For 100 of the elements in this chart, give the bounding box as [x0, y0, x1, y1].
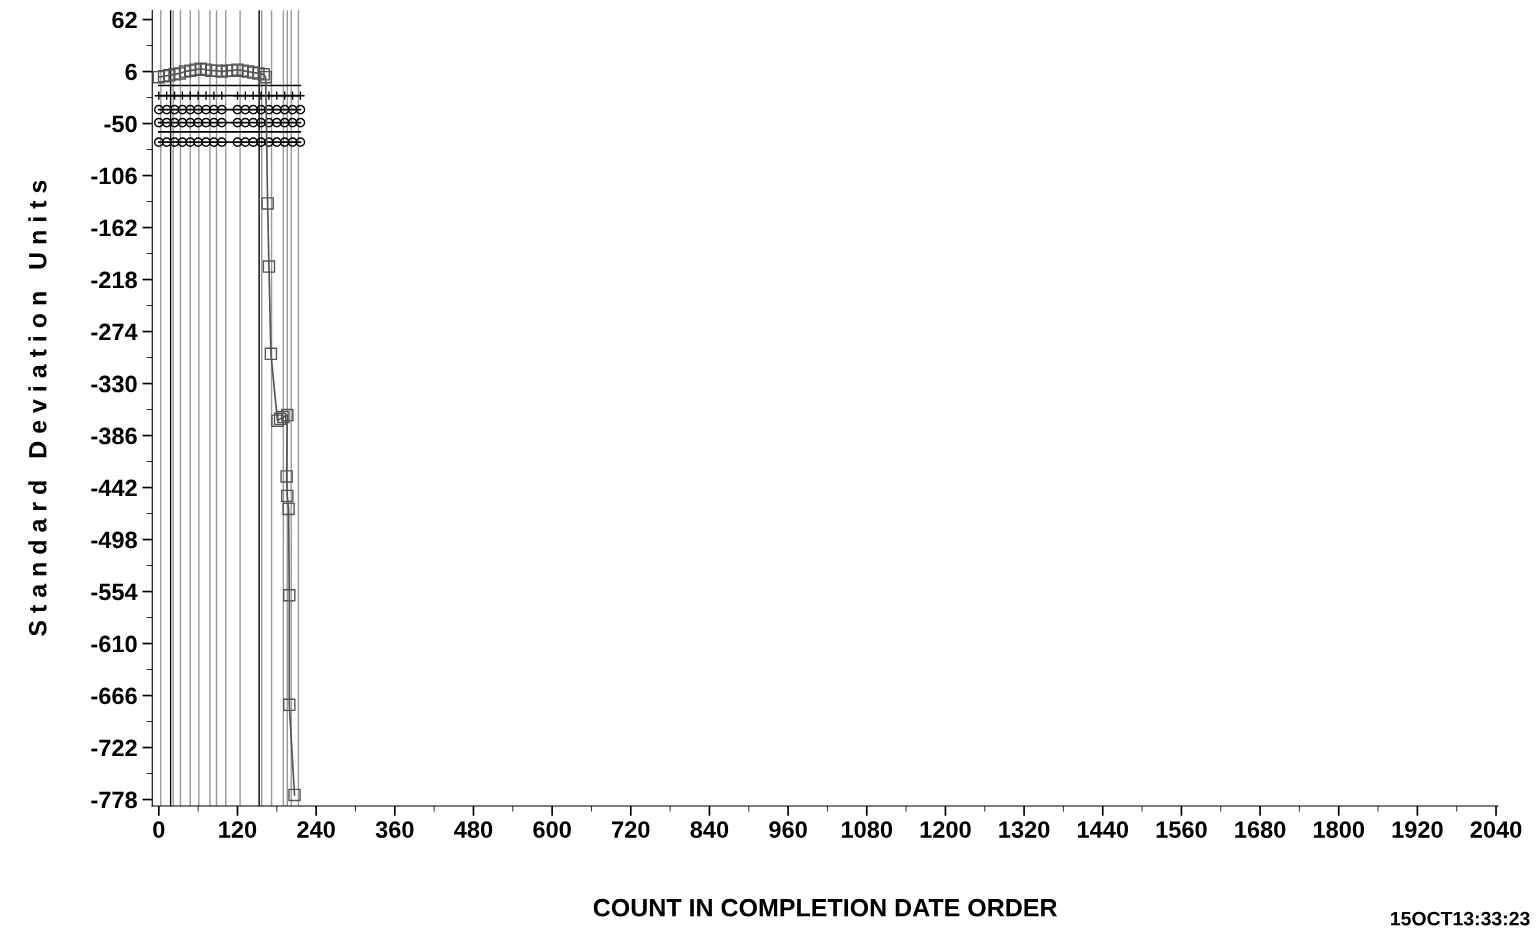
x-tick-label: 2040	[1470, 821, 1522, 838]
point	[199, 63, 213, 76]
point	[185, 104, 196, 115]
point	[295, 104, 306, 115]
point	[262, 260, 276, 273]
x-tick-label: 120	[219, 821, 257, 838]
point	[246, 66, 260, 79]
point	[161, 137, 172, 147]
point	[287, 104, 298, 115]
point	[193, 104, 204, 115]
y-tick-label: -610	[91, 635, 137, 653]
point	[161, 117, 172, 128]
point	[271, 104, 282, 115]
point	[194, 62, 208, 76]
point	[256, 117, 266, 128]
point	[161, 104, 172, 115]
x-tick-label: 1440	[1077, 821, 1129, 838]
point	[201, 104, 211, 115]
y-tick-label: -778	[91, 791, 137, 809]
x-axis-title: COUNT IN COMPLETION DATE ORDER	[593, 898, 1058, 917]
x-tick-label: 1320	[999, 821, 1050, 838]
point	[241, 65, 255, 78]
y-tick-label: -666	[91, 687, 137, 705]
x-tick-label: 1080	[841, 821, 893, 838]
point	[240, 137, 251, 147]
point	[271, 117, 282, 128]
point	[201, 117, 211, 128]
point	[282, 502, 295, 516]
x-tick-label: 720	[612, 821, 650, 838]
point	[152, 70, 166, 84]
point	[261, 197, 274, 210]
point	[184, 64, 197, 77]
point	[232, 117, 243, 128]
point	[169, 137, 180, 147]
y-tick-label: 6	[125, 63, 137, 81]
y-tick-label: -498	[91, 531, 137, 549]
x-tick-label: 0	[153, 821, 165, 838]
point	[231, 63, 244, 76]
point	[185, 117, 196, 128]
x-tick-label: 600	[533, 821, 571, 838]
point	[185, 137, 196, 147]
point	[264, 117, 274, 128]
y-tick-label: -274	[91, 323, 138, 341]
y-tick-label: 62	[112, 11, 137, 29]
point	[153, 137, 164, 147]
point	[281, 489, 294, 503]
point	[256, 137, 266, 147]
point	[240, 104, 251, 115]
point	[232, 104, 243, 115]
point	[236, 64, 249, 77]
point	[216, 104, 227, 115]
point	[177, 117, 188, 128]
text: 15OCT13:33:23	[1391, 911, 1530, 926]
y-tick-label: -330	[91, 375, 137, 393]
point	[201, 137, 211, 147]
point	[153, 104, 164, 115]
point	[283, 589, 296, 602]
x-tick-label: 1920	[1392, 821, 1443, 838]
point	[256, 104, 266, 115]
y-tick-label: -106	[91, 167, 137, 185]
point	[177, 137, 188, 147]
point	[277, 410, 290, 424]
x-tick-label: 360	[375, 821, 414, 838]
point	[287, 117, 298, 128]
point	[283, 698, 296, 712]
point	[216, 117, 227, 128]
point	[193, 117, 204, 128]
y-tick-label: -722	[91, 739, 137, 757]
x-tick-label: 1200	[920, 821, 971, 838]
y-tick-label: -554	[91, 583, 138, 601]
point	[252, 67, 265, 80]
point	[157, 69, 171, 83]
point	[169, 104, 180, 115]
x-tick-label: 1560	[1156, 821, 1207, 838]
point	[209, 137, 219, 147]
point	[271, 137, 282, 147]
point	[295, 117, 306, 128]
point	[248, 117, 259, 128]
point	[209, 117, 219, 128]
point	[173, 67, 187, 80]
x-tick-label: 480	[454, 821, 493, 838]
point	[193, 137, 204, 147]
y-tick-label: -442	[91, 479, 137, 497]
point	[248, 137, 259, 147]
point	[248, 104, 259, 115]
point	[177, 104, 188, 115]
point	[216, 137, 227, 147]
point	[288, 788, 301, 802]
point	[264, 347, 278, 361]
y-tick-label: -218	[91, 271, 137, 289]
point	[279, 117, 290, 128]
point	[281, 408, 294, 422]
point	[279, 104, 290, 115]
x-tick-label: 840	[690, 821, 729, 838]
x-tick-label: 1680	[1235, 821, 1286, 838]
point	[264, 104, 274, 115]
y-tick-label: -50	[104, 115, 137, 133]
x-tick-label: 960	[769, 821, 807, 838]
point	[280, 470, 293, 483]
point	[178, 65, 192, 78]
